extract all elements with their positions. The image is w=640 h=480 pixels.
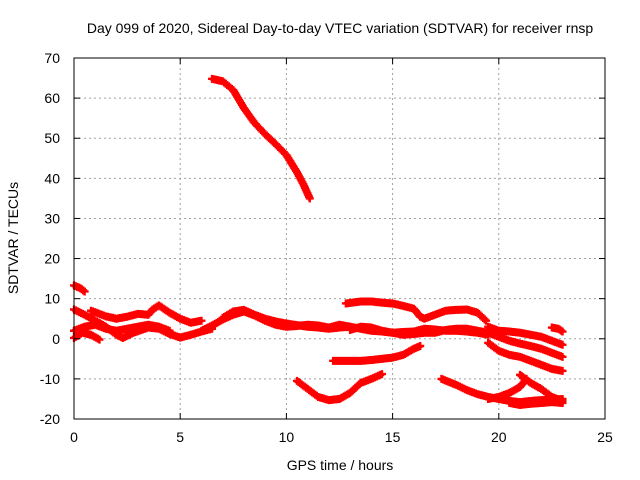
x-axis-label: GPS time / hours [287,457,394,473]
grid-lines [74,58,605,419]
y-tick-label: 20 [44,251,60,267]
y-tick-label: 50 [44,130,60,146]
x-tick-label: 0 [70,429,78,445]
y-tick-label: 0 [52,331,60,347]
series-arc-low-b [293,370,386,404]
series-arc-low-a [329,342,424,365]
x-tick-label: 10 [279,429,295,445]
plot-frame [74,58,605,419]
x-tick-label: 20 [491,429,507,445]
x-tick-label: 15 [385,429,401,445]
chart-title: Day 099 of 2020, Sidereal Day-to-day VTE… [87,20,593,36]
y-tick-label: 30 [44,210,60,226]
sdtvar-scatter-chart: 0 5 10 15 20 25 -20 -10 0 10 20 30 40 50 60 70 Day 099 … [0,0,640,480]
y-axis-label: SDTVAR / TECUs [5,182,21,294]
y-tick-label: -10 [40,371,60,387]
y-tick-label: -20 [40,411,60,427]
data-series [70,75,567,409]
x-tick-label: 5 [176,429,184,445]
series-arc-afternoon-b [342,297,490,324]
y-tick-label: 60 [44,90,60,106]
y-tick-label: 40 [44,170,60,186]
y-tick-label: 10 [44,291,60,307]
series-arc-late-e [548,324,567,336]
y-tick-label: 70 [44,50,60,66]
axis-ticks: 0 5 10 15 20 25 -20 -10 0 10 20 30 40 50 60 70 [40,50,613,445]
x-tick-label: 25 [597,429,613,445]
series-arc-start-a [70,281,89,295]
